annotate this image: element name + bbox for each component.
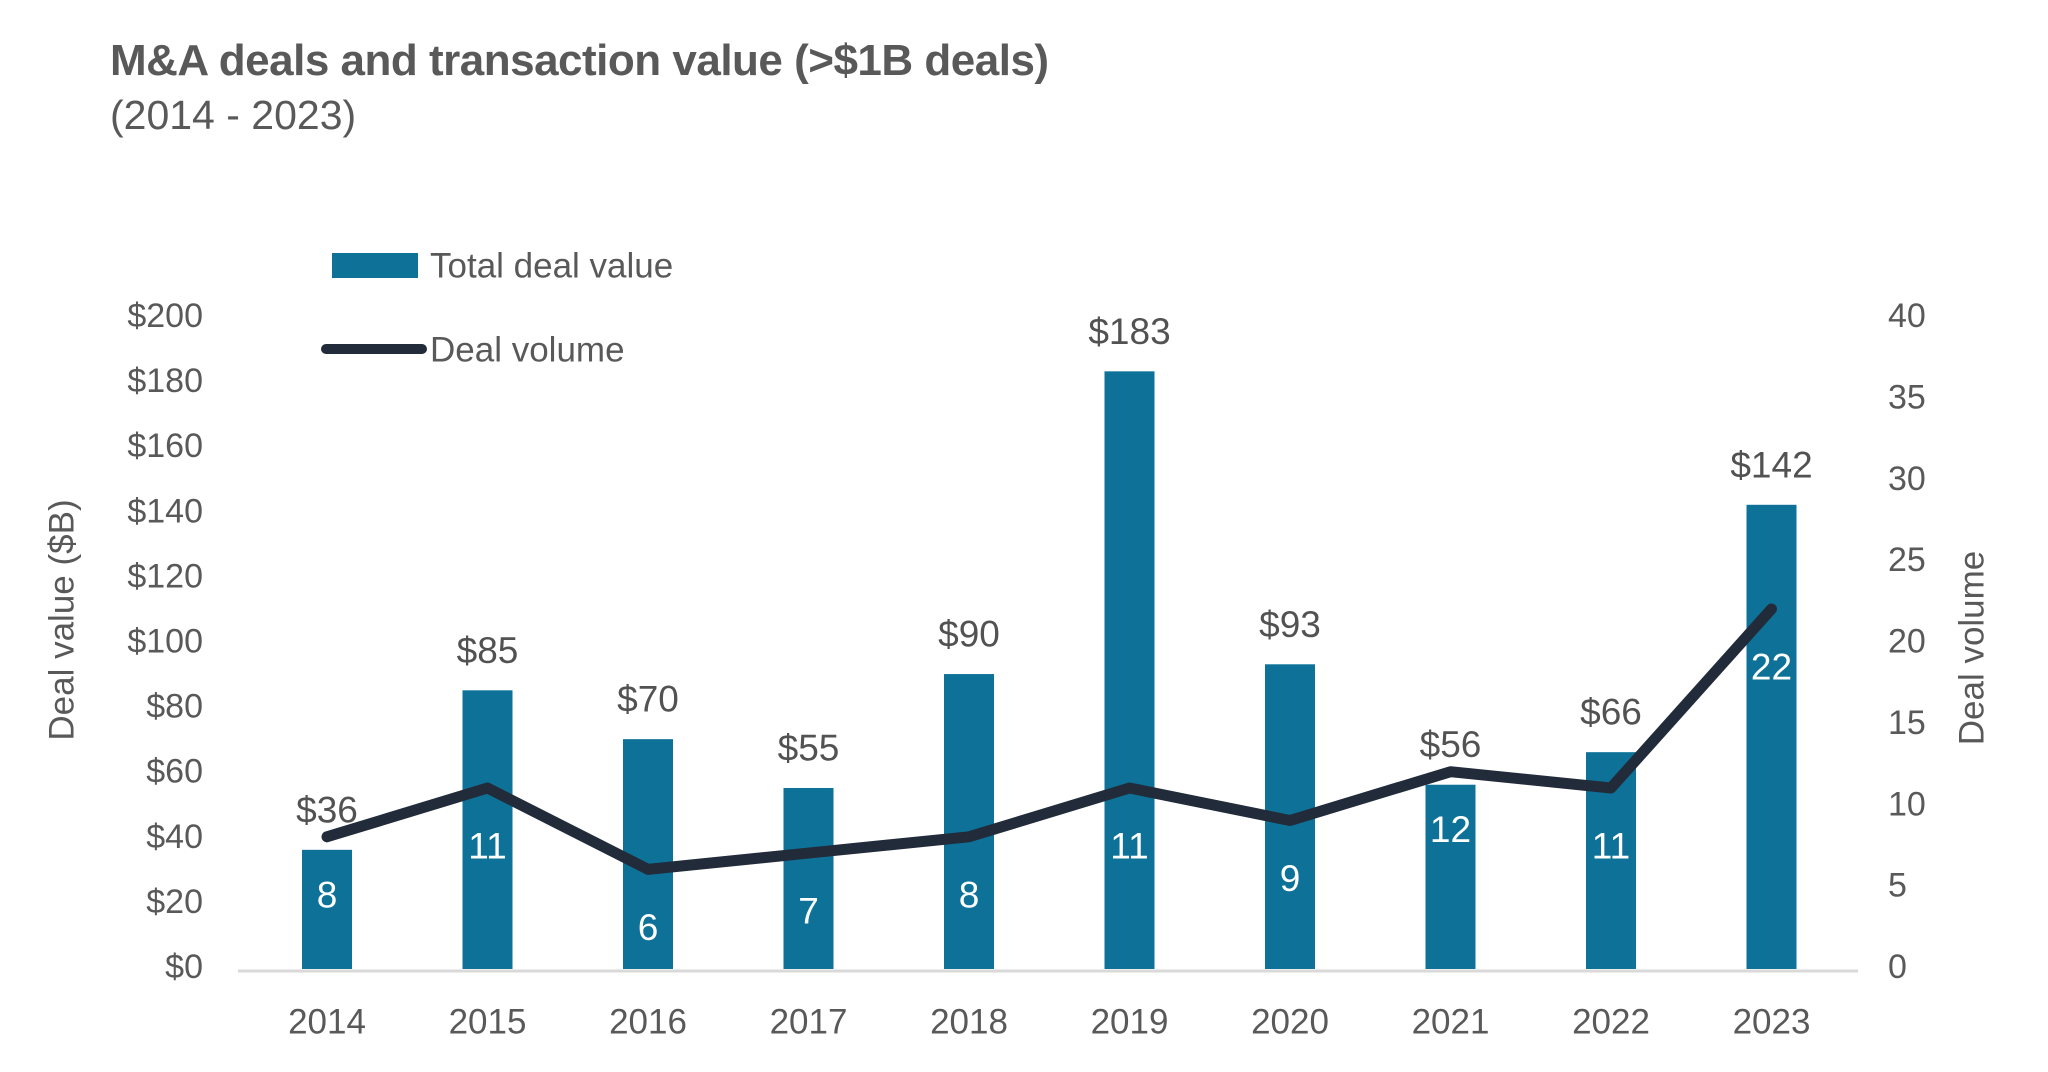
x-axis-label-2016: 2016 [609,1003,687,1042]
bar-2018 [944,674,994,969]
left-axis-tick: $200 [127,297,203,335]
left-axis-title: Deal value ($B) [43,499,82,740]
x-axis-label-2022: 2022 [1572,1003,1650,1042]
left-axis-tick: $60 [146,753,203,791]
line-label-2023: 22 [1751,646,1792,687]
right-axis-tick: 25 [1888,541,1926,579]
left-axis-tick: $140 [127,492,203,530]
line-label-2022: 11 [1592,825,1630,866]
chart-subtitle: (2014 - 2023) [110,92,357,138]
bar-label-2017: $55 [778,727,840,768]
line-label-2021: 12 [1430,809,1471,850]
deal-volume-line [321,603,1777,875]
right-axis-tick: 15 [1888,704,1926,742]
right-axis-tick: 5 [1888,867,1907,905]
legend-bar-swatch [332,253,418,278]
x-axis-label-2021: 2021 [1412,1003,1490,1042]
line-label-2016: 6 [638,907,659,948]
left-axis-tick: $0 [165,948,203,986]
bar-label-2020: $93 [1259,604,1321,645]
bar-label-2023: $142 [1730,444,1812,485]
left-axis-tick: $120 [127,557,203,595]
right-axis-tick: 20 [1888,623,1926,661]
x-axis-label-2023: 2023 [1733,1003,1811,1042]
left-axis-tick: $40 [146,818,203,856]
bar-label-2021: $56 [1420,724,1482,765]
line-label-2015: 11 [468,825,506,866]
right-axis-tick: 0 [1888,948,1907,986]
x-axis-label-2014: 2014 [288,1003,366,1042]
legend-label-deal-volume: Deal volume [430,331,625,370]
bar-2015 [462,690,513,969]
bar-label-2015: $85 [457,630,519,671]
bar-label-2016: $70 [617,679,679,720]
line-label-2018: 8 [959,874,980,915]
line-label-2020: 9 [1280,858,1301,899]
legend-label-total-deal-value: Total deal value [430,247,673,286]
line-label-2017: 7 [798,891,819,932]
bar-2021 [1425,784,1476,969]
bar-2017 [783,787,834,969]
x-axis-label-2017: 2017 [770,1003,848,1042]
line-label-2019: 11 [1110,825,1148,866]
x-axis-label-2015: 2015 [449,1003,527,1042]
chart-title: M&A deals and transaction value (>$1B de… [110,36,1049,85]
right-axis-tick: 35 [1888,378,1926,416]
x-axis-label-2019: 2019 [1091,1003,1169,1042]
bar-label-2018: $90 [938,614,1000,655]
right-axis-title: Deal volume [1953,551,1992,746]
x-axis-label-2018: 2018 [930,1003,1008,1042]
left-axis-tick: $80 [146,688,203,726]
bar-2016 [623,739,673,969]
left-axis-tick: $180 [127,362,203,400]
left-axis-tick: $20 [146,883,203,921]
bar-label-2019: $183 [1088,311,1170,352]
bar-2014 [302,849,352,969]
bar-2019 [1104,371,1155,970]
line-label-2014: 8 [317,874,338,915]
bar-label-2022: $66 [1580,692,1642,733]
bar-label-2014: $36 [296,789,358,830]
x-axis-label-2020: 2020 [1251,1003,1329,1042]
right-axis-tick: 30 [1888,460,1926,498]
bar-2023 [1746,504,1797,969]
left-axis-tick: $100 [127,623,203,661]
left-axis-tick: $160 [127,427,203,465]
right-axis-tick: 40 [1888,297,1926,335]
right-axis-tick: 10 [1888,785,1926,823]
